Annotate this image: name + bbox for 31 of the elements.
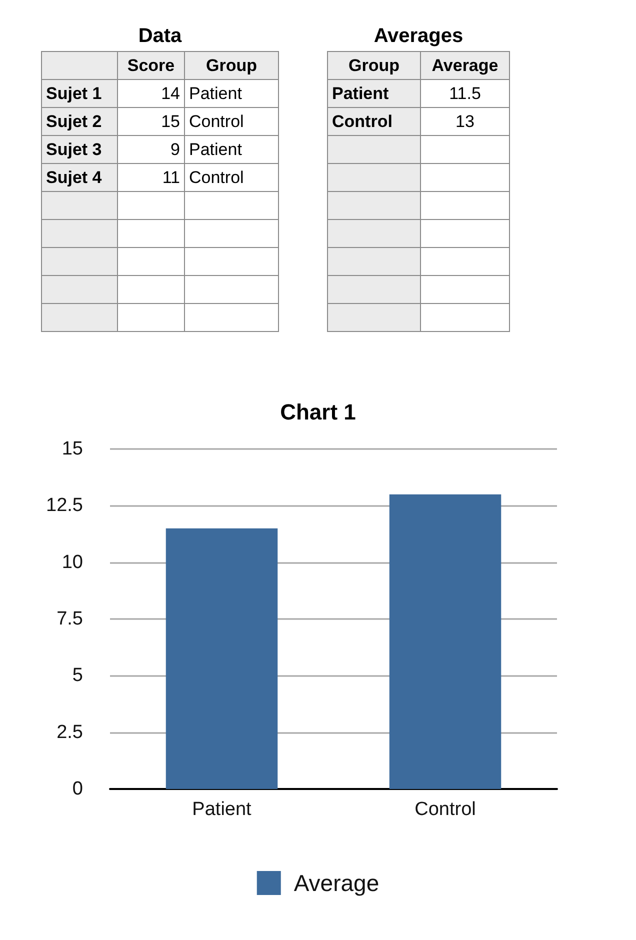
category-label: Sujet 1 bbox=[46, 84, 102, 102]
y-tick-label: 5 bbox=[72, 665, 83, 686]
text: Control bbox=[189, 168, 244, 186]
text: 9 bbox=[170, 140, 180, 158]
text: 11.5 bbox=[449, 84, 481, 102]
y-tick-label: 0 bbox=[72, 778, 83, 800]
y-tick-label: 10 bbox=[62, 552, 83, 573]
category-label: Control bbox=[332, 112, 392, 130]
y-tick-label: 15 bbox=[62, 438, 83, 460]
text: 11 bbox=[162, 168, 180, 186]
category-label: Group bbox=[328, 52, 420, 80]
category-label: Sujet 2 bbox=[46, 112, 102, 130]
legend-label: Average bbox=[294, 870, 380, 896]
chart-title: Chart 1 bbox=[280, 400, 356, 424]
text: Control bbox=[189, 112, 244, 130]
category-label: Patient bbox=[332, 84, 389, 102]
category-label: Sujet 3 bbox=[46, 140, 102, 158]
category-label: Sujet 4 bbox=[46, 168, 102, 186]
y-tick-label: 12.5 bbox=[46, 495, 83, 516]
category-label: Average bbox=[420, 52, 510, 80]
category-label: Score bbox=[118, 52, 184, 80]
text: 15 bbox=[161, 112, 180, 130]
text: 13 bbox=[456, 112, 474, 130]
text: Patient bbox=[189, 84, 242, 102]
text: Patient bbox=[189, 140, 242, 158]
category-label: Group bbox=[184, 52, 278, 80]
y-tick-label: 7.5 bbox=[56, 608, 83, 630]
text: 14 bbox=[161, 84, 180, 102]
text: Averages bbox=[372, 24, 464, 49]
y-tick-label: 2.5 bbox=[56, 722, 83, 743]
text: Data bbox=[137, 24, 183, 49]
